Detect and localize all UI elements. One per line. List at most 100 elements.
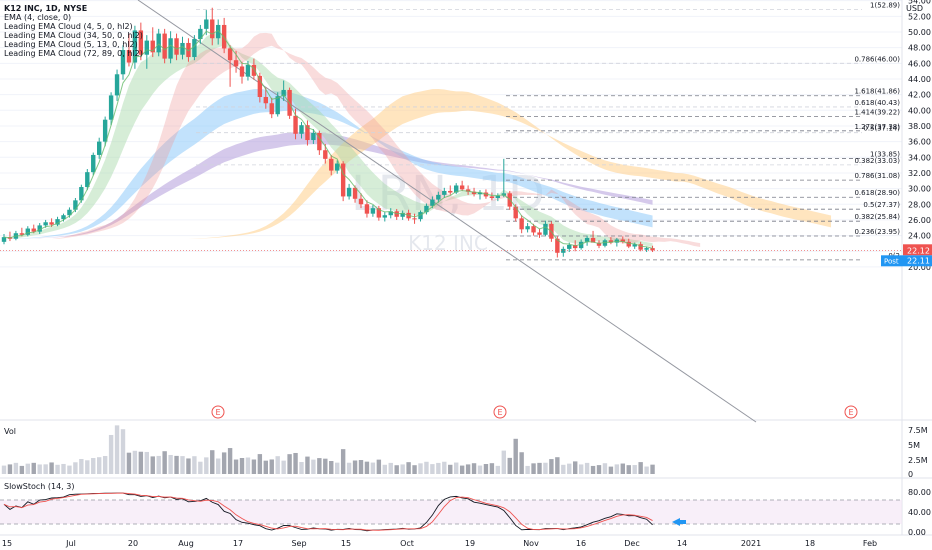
candle-body xyxy=(596,242,602,246)
volume-bar xyxy=(43,464,48,474)
candle-body xyxy=(400,212,405,217)
price-tick: 52.00 xyxy=(908,12,931,21)
candle-body xyxy=(376,208,382,218)
volume-bar xyxy=(412,465,417,474)
volume-bar xyxy=(590,465,596,474)
volume-bar xyxy=(561,464,566,474)
volume-bar xyxy=(25,463,30,474)
volume-bar xyxy=(394,465,399,474)
fib-levels: 1(52.89) 0.786(46.00) 1.618(41.86) 0.618(40… xyxy=(196,1,900,261)
volume-bar xyxy=(346,462,352,474)
earnings-label: E xyxy=(215,408,220,417)
time-axis: 15 Jul 20 Aug 17 Sep 15 Oct 19 Nov 16 Dec 14 2021 18 Fe… xyxy=(2,539,877,548)
candle-body xyxy=(216,24,221,39)
candle-body xyxy=(174,38,179,55)
candle-body xyxy=(555,238,560,253)
post-price-value: 22.11 xyxy=(907,256,930,265)
earnings-marker xyxy=(493,405,507,419)
candle-body xyxy=(346,187,352,197)
candle-body xyxy=(465,189,471,192)
volume-bar xyxy=(85,460,90,474)
legend-vol[interactable]: Vol xyxy=(4,427,16,436)
candle-body xyxy=(632,244,637,247)
stoch-tick: 0.00 xyxy=(908,528,926,537)
candle-body xyxy=(102,119,108,142)
volume-bar xyxy=(650,464,655,474)
volume-bar xyxy=(102,456,108,474)
legend-cloud-72-89[interactable]: Leading EMA Cloud (72, 89, 0, hl2) xyxy=(4,49,143,58)
legend-ema[interactable]: EMA (4, close, 0) xyxy=(4,13,72,22)
legend-title[interactable]: K12 INC, 1D, NYSE xyxy=(4,4,88,13)
earnings-label: E xyxy=(497,408,502,417)
volume-bar xyxy=(19,465,25,474)
volume-tick: 5M xyxy=(908,441,920,450)
candle-body xyxy=(221,24,227,49)
candle-body xyxy=(227,48,233,61)
candle-body xyxy=(275,96,280,115)
volume-bar xyxy=(150,456,155,474)
time-tick: Dec xyxy=(624,539,639,548)
volume-bar xyxy=(317,458,322,474)
candle-body xyxy=(204,19,209,29)
volume-bar xyxy=(281,460,286,474)
volume-bar xyxy=(7,464,13,474)
price-tick: 26.00 xyxy=(908,216,931,225)
post-tag xyxy=(881,255,903,267)
volume-bar xyxy=(382,464,387,474)
volume-bar xyxy=(210,450,215,474)
volume-bar xyxy=(459,465,465,474)
candle-body xyxy=(442,190,447,195)
candle-body xyxy=(150,40,155,53)
price-tick: 44.00 xyxy=(908,75,931,84)
candle-body xyxy=(489,196,495,198)
volume-bar xyxy=(436,462,441,474)
volume-bar xyxy=(376,459,382,474)
price-tick: 20.00 xyxy=(908,263,931,272)
legend-cloud-34-50[interactable]: Leading EMA Cloud (34, 50, 0, hl2) xyxy=(4,31,143,40)
price-tick: 24.00 xyxy=(908,232,931,241)
candle-body xyxy=(263,96,268,104)
time-tick: Oct xyxy=(400,539,414,548)
stoch-tick: 40.00 xyxy=(908,508,931,517)
candle-body xyxy=(126,50,132,63)
legend-cloud-5-13[interactable]: Leading EMA Cloud (5, 13, 0, hl2) xyxy=(4,40,138,49)
volume-bar xyxy=(162,451,167,474)
volume-bar xyxy=(632,465,637,474)
volume-bar xyxy=(465,464,471,474)
volume-bar xyxy=(620,463,625,474)
time-tick: Sep xyxy=(291,539,306,548)
ema-line xyxy=(3,29,653,249)
volume-bar xyxy=(364,461,370,474)
fib-label: 0.5(27.37) xyxy=(863,201,900,209)
volume-bar xyxy=(293,452,298,474)
post-tag-label: Post xyxy=(884,257,899,265)
candle-body xyxy=(79,187,84,201)
fib-label: 0.382(33.03) xyxy=(854,157,900,165)
price-tick: 32.00 xyxy=(908,169,931,178)
candle-body xyxy=(317,133,322,151)
time-tick: 14 xyxy=(677,539,687,548)
candle-body xyxy=(251,64,257,76)
price-tick: 42.00 xyxy=(908,91,931,100)
volume-bar xyxy=(608,466,614,474)
ema-clouds xyxy=(4,32,832,247)
candle-body xyxy=(168,38,173,59)
fib-label: 1.272(37.38) xyxy=(854,123,900,131)
candle-body xyxy=(269,103,274,115)
volume-bar xyxy=(454,462,459,474)
volume-bar xyxy=(275,456,280,474)
cloud-5-13-leading xyxy=(51,32,701,247)
time-tick: 19 xyxy=(465,539,475,548)
volume-bar xyxy=(204,457,209,474)
candle-body xyxy=(477,192,483,195)
volume-bar xyxy=(329,461,334,474)
price-tick: 36.00 xyxy=(908,138,931,147)
legend-stoch[interactable]: SlowStoch (14, 3) xyxy=(4,482,75,491)
volume-tick: 7.5M xyxy=(908,426,928,435)
candle-body xyxy=(620,239,625,242)
volume-pane xyxy=(1,425,655,474)
time-tick: 16 xyxy=(576,539,586,548)
candle-body xyxy=(120,50,126,75)
legend-cloud-4-5[interactable]: Leading EMA Cloud (4, 5, 0, hl2) xyxy=(4,22,133,31)
price-axis: 20.0022.0024.0026.0028.0030.0032.0034.00… xyxy=(908,0,931,537)
